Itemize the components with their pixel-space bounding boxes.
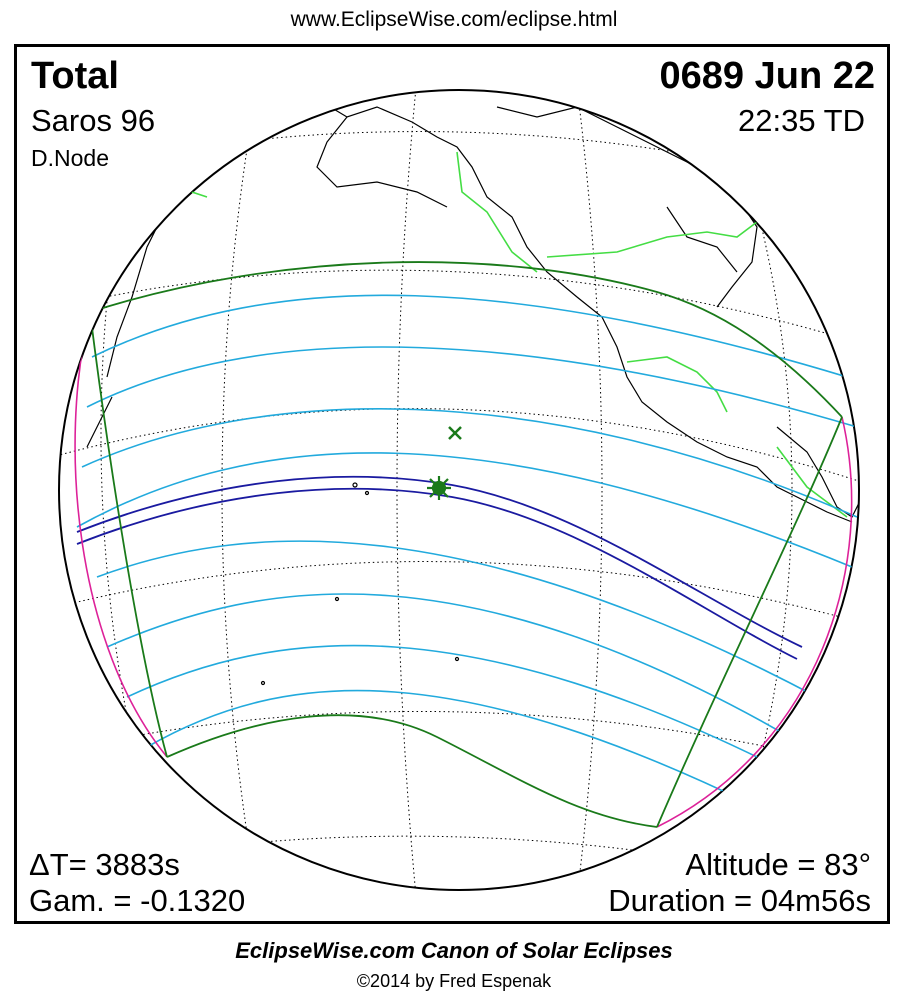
northern-limit <box>76 475 803 648</box>
eastern-rise-set-curve <box>656 416 853 828</box>
southern-limit <box>76 487 798 660</box>
western-rise-set-curve <box>74 311 168 758</box>
greatest-eclipse-marker <box>427 476 451 500</box>
eclipse-map-frame: Total 0689 Jun 22 Saros 96 22:35 TD D.No… <box>14 44 890 924</box>
gamma: Gam. = -0.1320 <box>29 883 246 918</box>
rise-set-curves <box>74 311 853 828</box>
hawaii-island <box>364 490 370 496</box>
japan-island <box>86 396 113 448</box>
delta-t: ΔT= 3883s <box>29 847 180 882</box>
eclipse-date: 0689 Jun 22 <box>659 55 875 97</box>
copyright: ©2014 by Fred Espenak <box>356 971 552 991</box>
alaska-canada-border <box>456 151 538 273</box>
north-america-coast <box>321 101 853 523</box>
saros-number: Saros 96 <box>31 103 156 138</box>
globe-outline <box>58 89 860 891</box>
source-url: www.EclipseWise.com/eclipse.html <box>290 8 618 31</box>
hudson-bay <box>666 206 738 273</box>
subsolar-point-marker <box>448 426 462 440</box>
pacific-island <box>454 656 460 662</box>
canon-title: EclipseWise.com Canon of Solar Eclipses <box>235 938 673 963</box>
penumbral-limits <box>89 261 843 828</box>
altitude: Altitude = 83° <box>685 847 871 882</box>
southern-penumbral-limit <box>166 714 658 828</box>
central-america <box>776 426 859 518</box>
pacific-island <box>334 596 340 602</box>
node-label: D.Node <box>31 145 109 171</box>
partial-eclipse-isolines <box>76 294 858 818</box>
central-eclipse-path <box>76 475 803 660</box>
hawaii-island <box>352 482 358 488</box>
western-penumbral-edge <box>89 311 168 758</box>
eastern-penumbral-edge <box>656 416 843 828</box>
eclipse-type: Total <box>31 55 119 97</box>
eclipse-time: 22:35 TD <box>738 103 865 138</box>
northern-penumbral-limit <box>89 261 843 418</box>
us-canada-border <box>546 221 758 258</box>
pacific-island <box>260 680 266 686</box>
us-mexico-border <box>626 356 728 413</box>
duration: Duration = 04m56s <box>608 883 871 918</box>
eclipse-map <box>58 89 860 891</box>
alaska-coast <box>316 116 448 208</box>
